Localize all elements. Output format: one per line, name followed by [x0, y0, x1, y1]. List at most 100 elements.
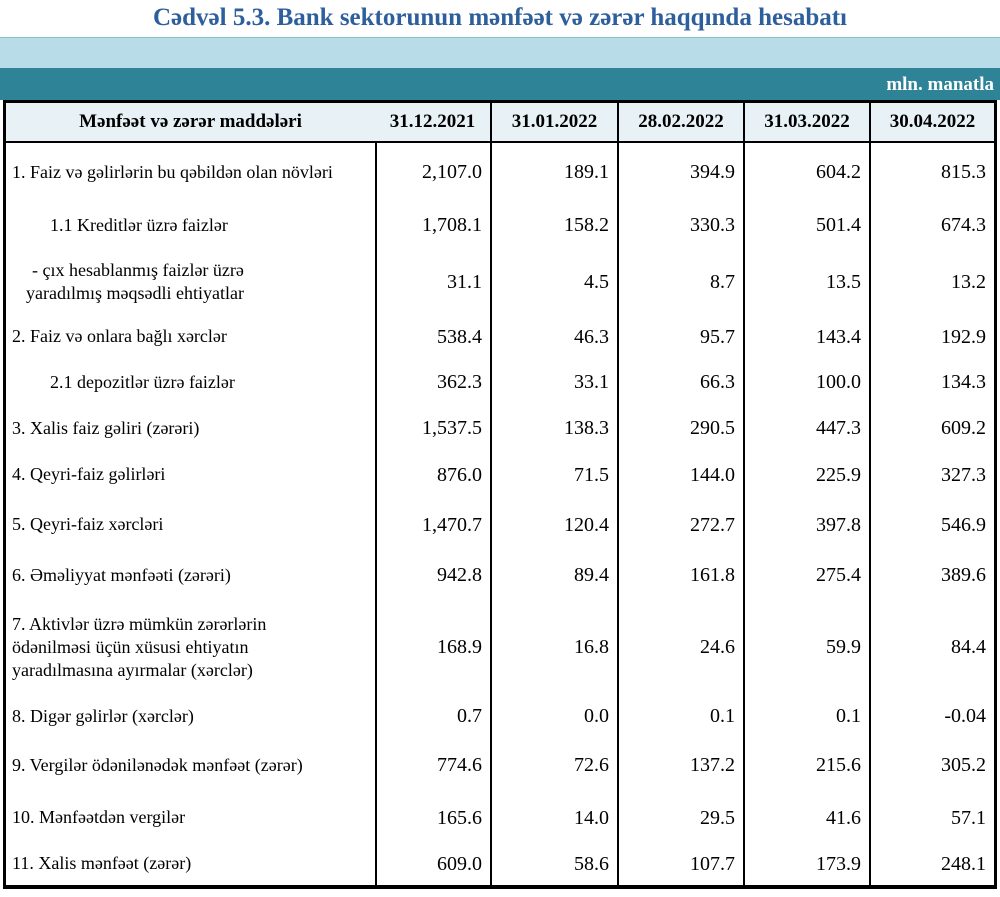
- row-value: 8.7: [617, 249, 743, 315]
- row-value: 24.6: [617, 600, 743, 695]
- row-value: 305.2: [869, 738, 994, 793]
- column-header-date: 28.02.2022: [617, 103, 743, 141]
- row-value: 31.1: [375, 249, 490, 315]
- row-value: 33.1: [490, 359, 617, 406]
- row-value: 165.6: [375, 793, 490, 843]
- row-value: 942.8: [375, 551, 490, 600]
- row-label: 2. Faiz və onlara bağlı xərclər: [12, 326, 227, 347]
- row-value: 158.2: [490, 202, 617, 249]
- row-value: 71.5: [490, 451, 617, 499]
- row-label: 3. Xalis faiz gəliri (zərəri): [12, 417, 200, 438]
- row-value: 397.8: [743, 499, 869, 551]
- row-value: 330.3: [617, 202, 743, 249]
- row-value: 0.0: [490, 695, 617, 738]
- column-header-date: 31.01.2022: [490, 103, 617, 141]
- row-value: -0.04: [869, 695, 994, 738]
- row-value: 107.7: [617, 843, 743, 885]
- row-value: 4.5: [490, 249, 617, 315]
- row-value: 95.7: [617, 315, 743, 359]
- table-row: 1.1 Kreditlər üzrə faizlər 1,708.1 158.2 33…: [6, 202, 994, 249]
- row-value: 13.2: [869, 249, 994, 315]
- row-value: 538.4: [375, 315, 490, 359]
- row-value: 46.3: [490, 315, 617, 359]
- row-value: 59.9: [743, 600, 869, 695]
- table-row: 6. Əməliyyat mənfəəti (zərəri) 942.8 89.4 1…: [6, 551, 994, 600]
- column-header-items: Mənfəət və zərər maddələri: [79, 111, 302, 132]
- row-label-cell: - çıx hesablanmış faizlər üzrə yaradılmı…: [6, 249, 375, 315]
- row-label-cell: 5. Qeyri-faiz xərcləri: [6, 499, 375, 551]
- row-label-cell: 2.1 depozitlər üzrə faizlər: [6, 359, 375, 406]
- row-value: 0.1: [617, 695, 743, 738]
- row-value: 290.5: [617, 406, 743, 451]
- row-label: 1. Faiz və gəlirlərin bu qəbildən olan n…: [12, 161, 333, 182]
- row-value: 134.3: [869, 359, 994, 406]
- row-value: 1,470.7: [375, 499, 490, 551]
- row-value: 16.8: [490, 600, 617, 695]
- row-value: 248.1: [869, 843, 994, 885]
- row-value: 2,107.0: [375, 143, 490, 202]
- row-label-cell: 2. Faiz və onlara bağlı xərclər: [6, 315, 375, 359]
- table-header-row: Mənfəət və zərər maddələri 31.12.2021 31…: [6, 103, 994, 143]
- row-value: 137.2: [617, 738, 743, 793]
- row-label: 6. Əməliyyat mənfəəti (zərəri): [12, 564, 231, 585]
- row-value: 138.3: [490, 406, 617, 451]
- row-label: 8. Digər gəlirlər (xərclər): [12, 705, 194, 726]
- row-value: 57.1: [869, 793, 994, 843]
- row-value: 29.5: [617, 793, 743, 843]
- row-value: 189.1: [490, 143, 617, 202]
- row-value: 1,537.5: [375, 406, 490, 451]
- units-bar: mln. manatla: [0, 68, 1000, 100]
- row-label-cell: 10. Mənfəətdən vergilər: [6, 793, 375, 843]
- table-row: 2.1 depozitlər üzrə faizlər 362.3 33.1 66.3…: [6, 359, 994, 406]
- row-value: 84.4: [869, 600, 994, 695]
- column-header-date: 31.03.2022: [743, 103, 869, 141]
- row-label: - çıx hesablanmış faizlər üzrə yaradılmı…: [26, 259, 244, 303]
- row-label-cell: 1.1 Kreditlər üzrə faizlər: [6, 202, 375, 249]
- row-value: 192.9: [869, 315, 994, 359]
- row-value: 501.4: [743, 202, 869, 249]
- row-value: 173.9: [743, 843, 869, 885]
- row-value: 161.8: [617, 551, 743, 600]
- row-value: 674.3: [869, 202, 994, 249]
- row-label: 11. Xalis mənfəət (zərər): [12, 853, 192, 874]
- table-body: 1. Faiz və gəlirlərin bu qəbildən olan n…: [6, 143, 994, 885]
- column-header-date: 31.12.2021: [389, 111, 476, 132]
- row-label: 9. Vergilər ödənilənədək mənfəət (zərər): [12, 754, 303, 775]
- units-label: mln. manatla: [886, 74, 994, 95]
- row-value: 774.6: [375, 738, 490, 793]
- row-value: 327.3: [869, 451, 994, 499]
- row-label-cell: 7. Aktivlər üzrə mümkün zərərlərin ödəni…: [6, 600, 375, 695]
- table-row: - çıx hesablanmış faizlər üzrə yaradılmı…: [6, 249, 994, 315]
- table-title: Cədvəl 5.3. Bank sektorunun mənfəət və z…: [152, 4, 847, 31]
- table-row: 7. Aktivlər üzrə mümkün zərərlərin ödəni…: [6, 600, 994, 695]
- table-row: 2. Faiz və onlara bağlı xərclər 538.4 46.3…: [6, 315, 994, 359]
- row-label: 2.1 depozitlər üzrə faizlər: [50, 371, 235, 392]
- row-value: 66.3: [617, 359, 743, 406]
- row-label: 7. Aktivlər üzrə mümkün zərərlərin ödəni…: [12, 613, 267, 681]
- row-value: 876.0: [375, 451, 490, 499]
- row-value: 225.9: [743, 451, 869, 499]
- table-row: 4. Qeyri-faiz gəlirləri 876.0 71.5 144.0 225…: [6, 451, 994, 499]
- row-value: 815.3: [869, 143, 994, 202]
- row-label-cell: 11. Xalis mənfəət (zərər): [6, 843, 375, 885]
- row-value: 546.9: [869, 499, 994, 551]
- row-value: 447.3: [743, 406, 869, 451]
- table-row: 9. Vergilər ödənilənədək mənfəət (zərər)…: [6, 738, 994, 793]
- row-label: 4. Qeyri-faiz gəlirləri: [12, 464, 166, 485]
- row-value: 1,708.1: [375, 202, 490, 249]
- row-value: 100.0: [743, 359, 869, 406]
- row-label-cell: 4. Qeyri-faiz gəlirləri: [6, 451, 375, 499]
- table-row: 1. Faiz və gəlirlərin bu qəbildən olan n…: [6, 143, 994, 202]
- row-value: 272.7: [617, 499, 743, 551]
- row-value: 72.6: [490, 738, 617, 793]
- row-value: 89.4: [490, 551, 617, 600]
- row-value: 120.4: [490, 499, 617, 551]
- decor-band: [0, 37, 1000, 68]
- row-label-cell: 6. Əməliyyat mənfəəti (zərəri): [6, 551, 375, 600]
- row-value: 394.9: [617, 143, 743, 202]
- table-row: 5. Qeyri-faiz xərcləri 1,470.7 120.4 272.7 3…: [6, 499, 994, 551]
- column-header-date: 30.04.2022: [869, 103, 994, 141]
- row-value: 389.6: [869, 551, 994, 600]
- row-value: 143.4: [743, 315, 869, 359]
- table-row: 10. Mənfəətdən vergilər 165.6 14.0 29.5 41.6…: [6, 793, 994, 843]
